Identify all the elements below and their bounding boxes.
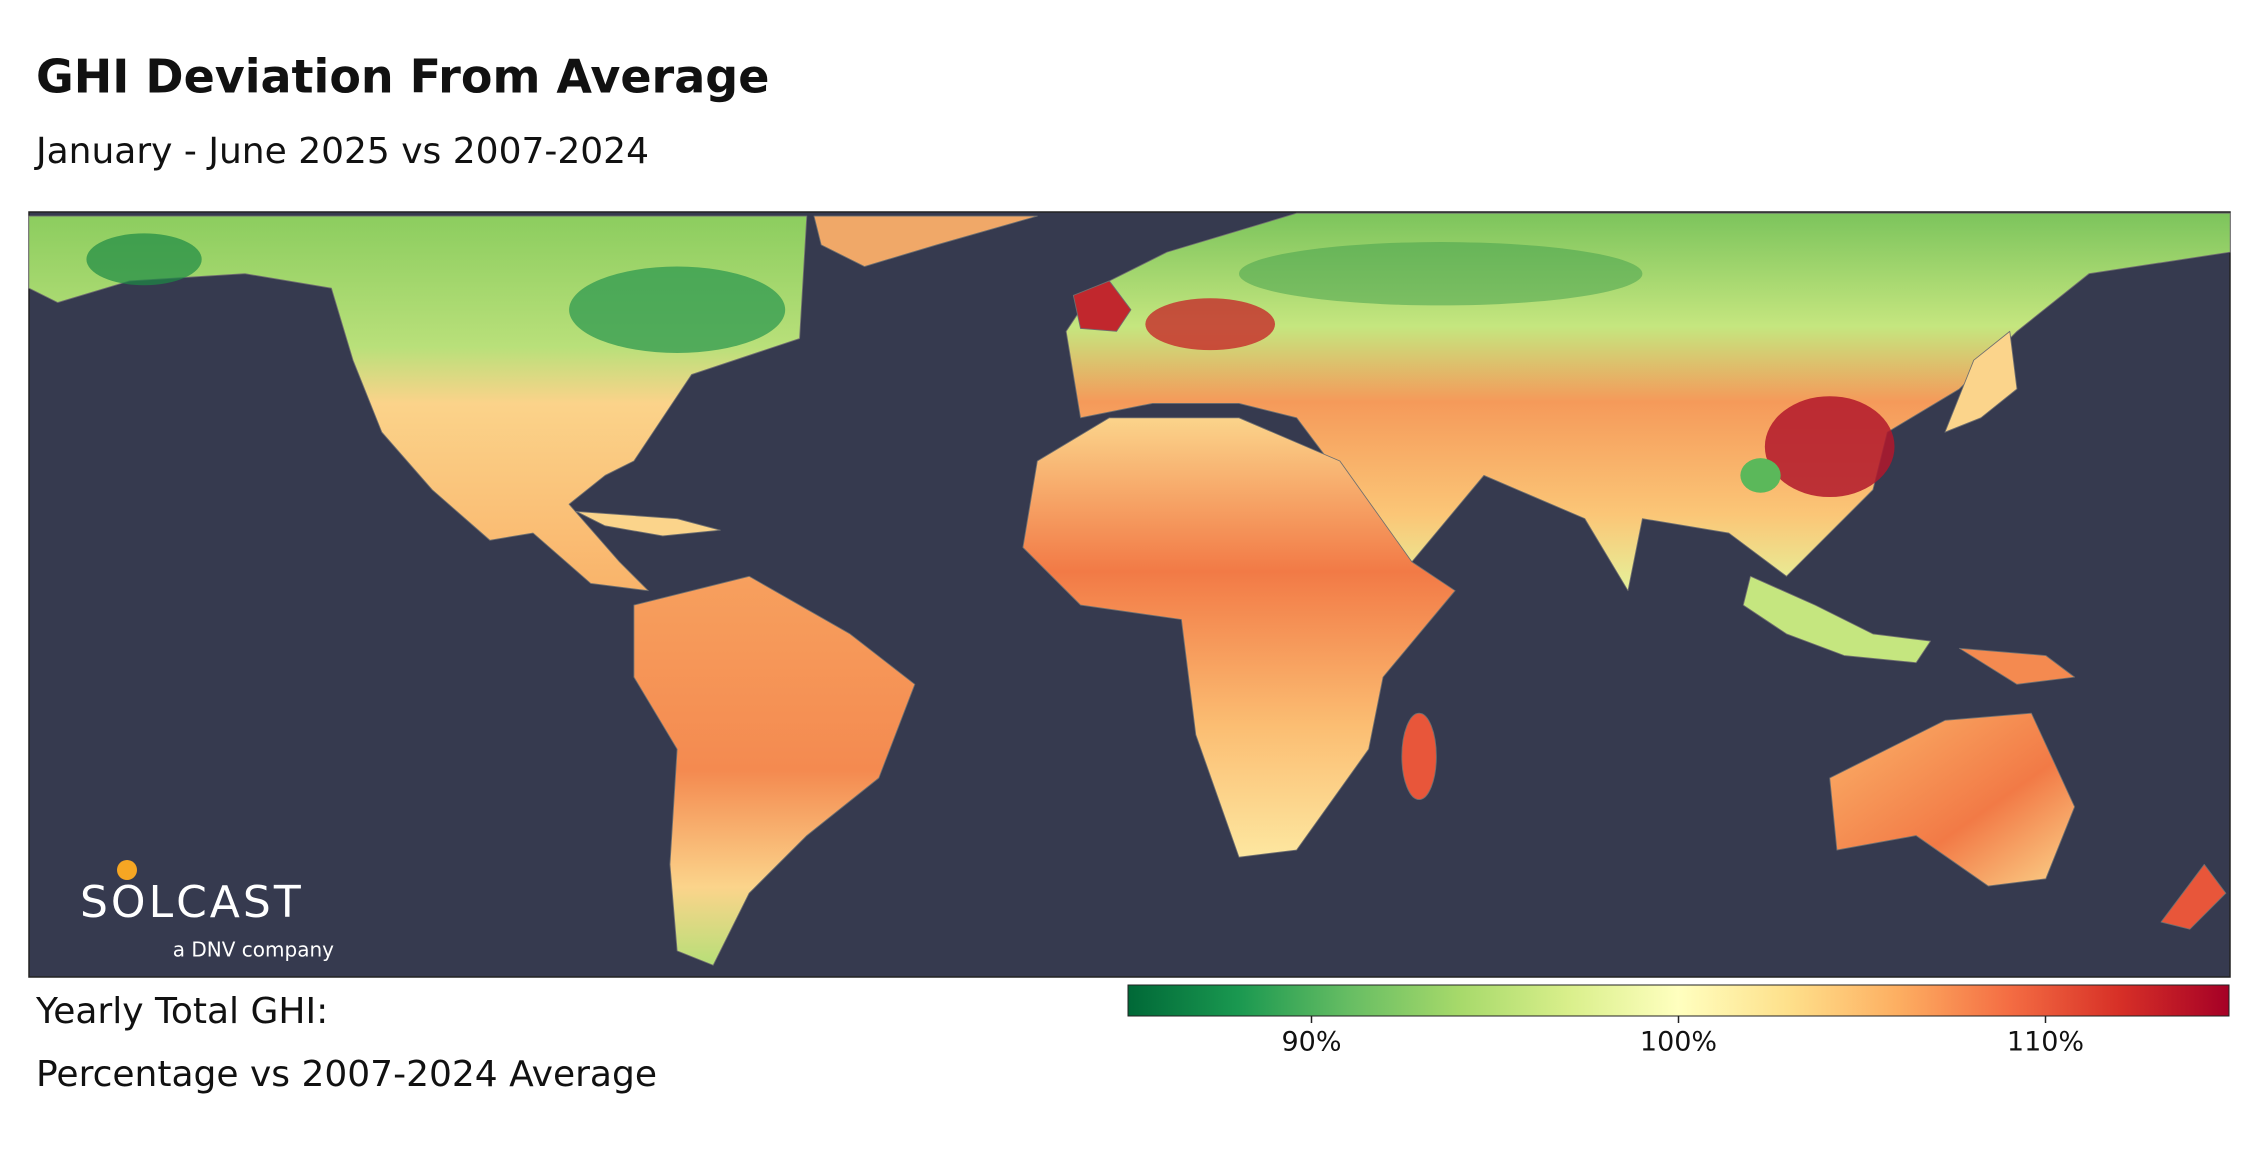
- map-land: [28, 212, 2231, 966]
- australia: [1829, 712, 2076, 887]
- legend-subtitle: Percentage vs 2007-2024 Average: [36, 1054, 657, 1095]
- europe-high: [1145, 298, 1276, 351]
- logo: SOLCAST a DNV company: [80, 860, 334, 962]
- subtitle: January - June 2025 vs 2007-2024: [34, 131, 649, 172]
- japan: [1944, 330, 2018, 433]
- china-high: [1764, 396, 1895, 498]
- madagascar: [1401, 712, 1437, 801]
- canada-low: [569, 266, 786, 353]
- eurasia: [1065, 212, 2231, 592]
- colorbar-tick-label: 110%: [2007, 1027, 2084, 1058]
- africa: [1022, 417, 1456, 858]
- russia-low: [1239, 242, 1643, 306]
- alaska-low: [86, 233, 202, 286]
- logo-tagline: a DNV company: [173, 938, 334, 962]
- title: GHI Deviation From Average: [36, 50, 769, 104]
- uk: [1072, 280, 1132, 332]
- caribbean: [575, 511, 721, 537]
- logo-sun: [117, 860, 137, 880]
- logo-name: SOLCAST: [80, 877, 304, 928]
- new-guinea: [1958, 647, 2076, 685]
- colorbar-tick-label: 100%: [1640, 1027, 1717, 1058]
- legend-title: Yearly Total GHI:: [35, 991, 328, 1032]
- colorbar-tick-label: 90%: [1281, 1027, 1341, 1058]
- colorbar: [1127, 984, 2230, 1017]
- greenland: [813, 215, 1038, 267]
- south-america: [633, 575, 916, 966]
- sichuan-low: [1740, 458, 1781, 493]
- indonesia: [1742, 575, 1931, 664]
- new-zealand: [2160, 863, 2227, 930]
